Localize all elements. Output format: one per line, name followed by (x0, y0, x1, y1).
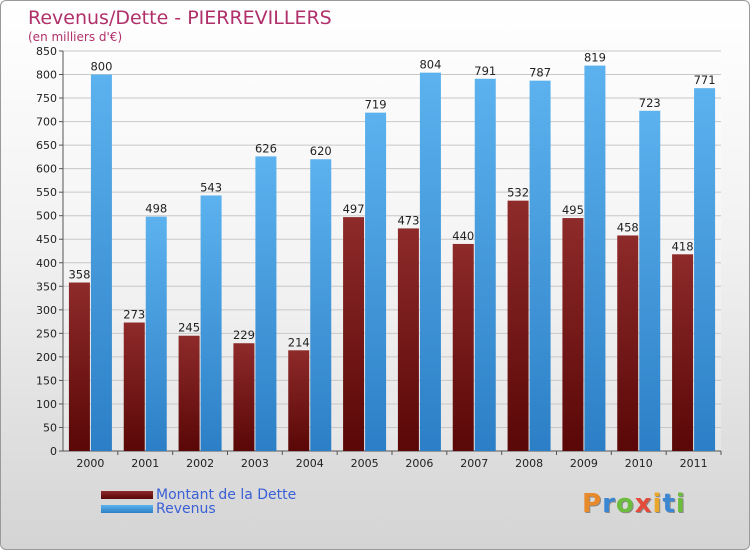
y-tick-label: 150 (36, 374, 57, 387)
data-label-dette: 473 (397, 213, 419, 227)
bar-revenus (694, 88, 716, 452)
data-label-dette: 245 (178, 321, 200, 335)
y-tick-label: 400 (36, 257, 57, 270)
chart-title: Revenus/Dette - PIERREVILLERS (28, 7, 332, 29)
bar-dette (233, 343, 255, 451)
chart-subtitle: (en milliers d'€) (28, 30, 123, 44)
x-tick-label: 2000 (76, 457, 104, 470)
y-tick-label: 500 (36, 210, 57, 223)
data-label-revenus: 819 (584, 51, 606, 65)
y-tick-label: 700 (36, 116, 57, 129)
y-tick-label: 50 (43, 421, 57, 434)
bar-revenus (365, 112, 387, 451)
y-tick-label: 550 (36, 186, 57, 199)
y-tick-label: 800 (36, 69, 57, 82)
bar-dette (397, 228, 419, 451)
data-label-dette: 418 (672, 239, 694, 253)
bar-dette (178, 335, 200, 451)
x-tick-label: 2005 (351, 457, 379, 470)
y-tick-label: 100 (36, 398, 57, 411)
bar-dette (507, 200, 529, 451)
plot-area (63, 51, 721, 451)
data-label-revenus: 804 (419, 58, 441, 72)
data-label-revenus: 791 (474, 64, 496, 78)
data-label-dette: 495 (562, 203, 584, 217)
x-tick-label: 2011 (680, 457, 708, 470)
legend-label-dette: Montant de la Dette (156, 487, 297, 503)
data-label-revenus: 620 (310, 144, 332, 158)
logo-letter: i (652, 489, 663, 519)
bar-revenus (419, 72, 441, 451)
y-tick-label: 250 (36, 327, 57, 340)
bar-dette (123, 322, 145, 451)
data-label-dette: 229 (233, 328, 255, 342)
x-tick-label: 2006 (405, 457, 433, 470)
x-tick-label: 2009 (570, 457, 598, 470)
data-label-revenus: 771 (694, 73, 716, 87)
y-tick-label: 450 (36, 233, 57, 246)
y-tick-label: 300 (36, 304, 57, 317)
bar-revenus (474, 78, 496, 451)
logo-letter: r (602, 489, 616, 519)
bar-revenus (90, 74, 112, 451)
data-label-dette: 358 (68, 268, 90, 282)
y-tick-label: 0 (50, 445, 57, 458)
x-tick-label: 2007 (460, 457, 488, 470)
y-tick-label: 600 (36, 163, 57, 176)
logo-letter: x (634, 489, 653, 519)
bar-revenus (200, 195, 222, 451)
legend-swatch-revenus (101, 505, 153, 513)
data-label-dette: 273 (123, 308, 145, 322)
y-tick-label: 350 (36, 280, 57, 293)
logo-letter: P (582, 489, 603, 519)
x-tick-label: 2002 (186, 457, 214, 470)
data-label-dette: 458 (617, 220, 639, 234)
data-label-revenus: 800 (90, 60, 112, 74)
data-label-revenus: 543 (200, 180, 222, 194)
x-tick-label: 2001 (131, 457, 159, 470)
bar-dette (68, 282, 90, 451)
y-tick-label: 650 (36, 139, 57, 152)
logo-letter: o (615, 489, 635, 519)
y-tick-label: 750 (36, 92, 57, 105)
bar-dette (452, 243, 474, 451)
bar-dette (617, 235, 639, 451)
bar-dette (288, 350, 310, 451)
x-tick-label: 2003 (241, 457, 269, 470)
logo-letter: t (662, 489, 676, 519)
x-tick-label: 2004 (296, 457, 324, 470)
bar-revenus (529, 80, 551, 451)
data-label-revenus: 626 (255, 141, 277, 155)
data-label-revenus: 723 (639, 96, 661, 110)
bar-dette (343, 217, 365, 451)
data-label-revenus: 719 (365, 98, 387, 112)
legend-item-revenus: Revenus (101, 501, 216, 517)
y-tick-label: 850 (36, 45, 57, 58)
x-tick-label: 2008 (515, 457, 543, 470)
bar-revenus (145, 216, 167, 451)
legend-label-revenus: Revenus (156, 501, 216, 517)
bar-revenus (584, 65, 606, 452)
data-label-dette: 214 (288, 335, 310, 349)
proxiti-logo: Proxiti (582, 489, 686, 519)
data-label-revenus: 787 (529, 66, 551, 80)
bar-revenus (310, 159, 332, 451)
data-label-revenus: 498 (145, 202, 167, 216)
x-tick-label: 2010 (625, 457, 653, 470)
legend-item-dette: Montant de la Dette (101, 487, 296, 503)
data-label-dette: 532 (507, 186, 529, 200)
bar-revenus (255, 156, 277, 452)
y-tick-label: 200 (36, 351, 57, 364)
bar-revenus (639, 110, 661, 451)
data-label-dette: 440 (452, 229, 474, 243)
data-label-dette: 497 (343, 202, 365, 216)
bar-dette (562, 218, 584, 451)
legend-swatch-dette (101, 491, 153, 499)
logo-letter: i (675, 489, 686, 519)
bar-dette (672, 254, 694, 451)
